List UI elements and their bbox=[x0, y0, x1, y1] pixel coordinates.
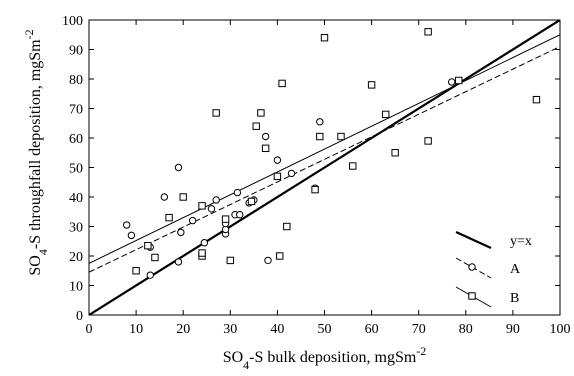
point-square bbox=[221, 215, 230, 223]
y-tick-label: 20 bbox=[69, 250, 83, 265]
legend-marker-a bbox=[468, 263, 476, 271]
point-square bbox=[252, 122, 260, 130]
point-circle bbox=[200, 239, 209, 247]
y-tick-label: 90 bbox=[69, 44, 83, 59]
point-square bbox=[337, 132, 345, 141]
point-circle bbox=[316, 118, 324, 126]
point-circle bbox=[264, 256, 272, 265]
point-square bbox=[273, 172, 282, 181]
point-square bbox=[424, 137, 432, 145]
point-square bbox=[278, 79, 286, 88]
point-circle bbox=[212, 196, 220, 204]
point-square bbox=[276, 252, 284, 260]
y-axis-title: SO4-S throughfall deposition, mgSm-2 bbox=[22, 29, 50, 275]
point-circle bbox=[188, 216, 197, 225]
point-square bbox=[257, 109, 265, 117]
point-square bbox=[179, 193, 187, 201]
point-square bbox=[532, 95, 541, 104]
legend: y=x AB bbox=[455, 230, 532, 308]
line-a bbox=[89, 46, 560, 273]
point-square bbox=[283, 222, 291, 231]
point-circle bbox=[261, 132, 270, 141]
point-circle bbox=[122, 221, 131, 229]
y-tick-label: 50 bbox=[69, 162, 83, 177]
point-square bbox=[212, 109, 220, 117]
x-axis-title: SO4-S bulk deposition, mgSm-2 bbox=[223, 344, 427, 372]
point-circle bbox=[447, 78, 456, 86]
point-square bbox=[391, 149, 399, 157]
legend-marker-b bbox=[468, 292, 476, 300]
markers-group bbox=[122, 28, 541, 279]
point-circle bbox=[160, 193, 169, 201]
point-square bbox=[198, 202, 206, 210]
x-tick-label: 80 bbox=[459, 322, 473, 337]
point-square bbox=[151, 253, 159, 262]
y-tick-label: 70 bbox=[69, 103, 83, 118]
point-circle bbox=[236, 211, 244, 219]
point-square bbox=[226, 256, 235, 265]
point-square bbox=[367, 81, 376, 89]
line-y-x bbox=[89, 20, 560, 315]
point-square bbox=[198, 249, 206, 257]
point-square bbox=[320, 34, 329, 42]
y-tick-label: 80 bbox=[69, 73, 83, 88]
point-circle bbox=[174, 163, 183, 172]
point-square bbox=[247, 197, 256, 206]
point-square bbox=[165, 213, 173, 222]
point-square bbox=[132, 267, 140, 275]
point-square bbox=[311, 185, 319, 194]
x-tick-label: 90 bbox=[506, 322, 520, 337]
point-circle bbox=[174, 258, 183, 266]
x-tick-label: 30 bbox=[223, 322, 237, 337]
line-b bbox=[89, 34, 560, 264]
y-tick-label: 30 bbox=[69, 221, 83, 236]
point-circle bbox=[287, 169, 296, 178]
point-square bbox=[382, 110, 390, 119]
point-circle bbox=[146, 271, 154, 279]
x-tick-label: 70 bbox=[412, 322, 426, 337]
point-square bbox=[349, 162, 357, 170]
x-tick-label: 100 bbox=[550, 322, 571, 337]
y-tick-label: 10 bbox=[69, 280, 83, 295]
x-tick-label: 40 bbox=[270, 322, 284, 337]
x-tick-label: 60 bbox=[365, 322, 379, 337]
legend-label-b: B bbox=[510, 291, 519, 306]
point-square bbox=[144, 241, 152, 250]
y-tick-label: 0 bbox=[76, 309, 83, 324]
point-circle bbox=[127, 231, 136, 240]
x-tick-label: 50 bbox=[318, 322, 332, 337]
point-circle bbox=[177, 228, 185, 237]
point-circle bbox=[207, 205, 216, 213]
plot-area: 0 10 20 30 40 50 60 70 80 90 100 0 10 20 30 40 50 60 70 80 9… bbox=[62, 14, 571, 337]
point-square bbox=[455, 76, 463, 85]
point-square bbox=[261, 144, 270, 153]
x-tick-label: 10 bbox=[129, 322, 143, 337]
point-circle bbox=[233, 188, 242, 197]
y-tick-label: 100 bbox=[62, 14, 83, 29]
point-square bbox=[424, 28, 432, 36]
point-square bbox=[316, 132, 324, 141]
point-circle bbox=[273, 156, 282, 164]
lines-group bbox=[89, 20, 560, 315]
y-tick-label: 40 bbox=[69, 191, 83, 206]
y-tick-label: 60 bbox=[69, 132, 83, 147]
legend-label-y-x: y=x bbox=[510, 234, 532, 249]
x-tick-label: 0 bbox=[86, 322, 93, 337]
x-tick-label: 20 bbox=[176, 322, 190, 337]
legend-line-y-x bbox=[455, 230, 492, 250]
legend-label-a: A bbox=[510, 262, 521, 277]
